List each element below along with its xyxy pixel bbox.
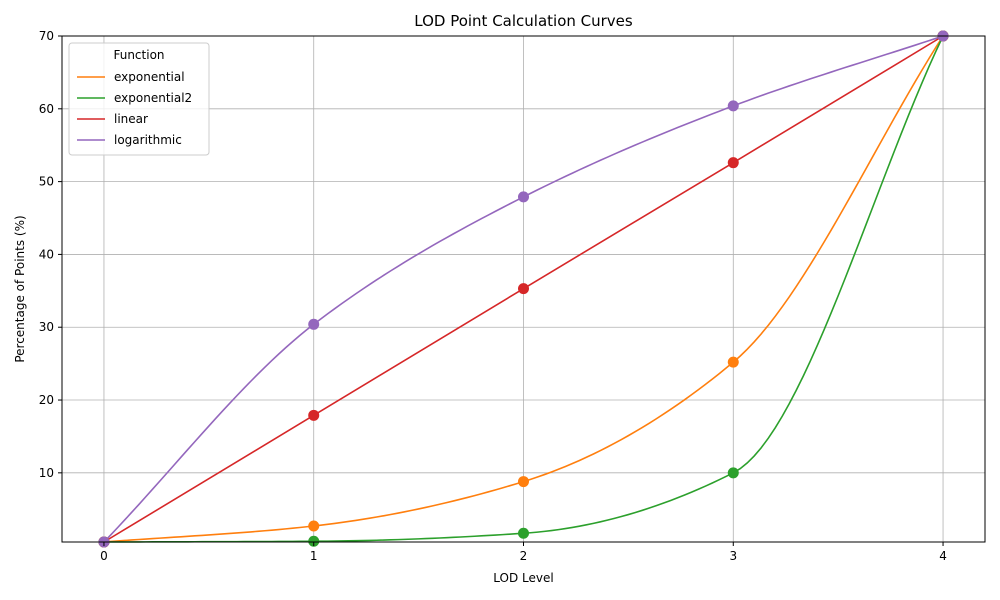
data-point-linear [727, 157, 739, 169]
legend-label: linear [114, 112, 148, 126]
y-tick-label: 30 [39, 320, 54, 334]
x-tick-label: 3 [729, 549, 737, 563]
x-tick-label: 2 [520, 549, 528, 563]
data-point-exponential2 [518, 527, 529, 539]
y-axis-label: Percentage of Points (%) [13, 215, 27, 362]
legend: Function exponential exponential2 linear lo… [68, 42, 210, 156]
data-point-linear [308, 409, 320, 421]
chart-title: LOD Point Calculation Curves [414, 12, 633, 30]
legend-items: exponential exponential2 linear logarithmic [77, 70, 192, 147]
y-tick-label: 70 [39, 29, 54, 43]
data-point-exponential2 [308, 535, 320, 547]
legend-box [68, 42, 210, 156]
x-axis-ticks: 0 1 2 3 4 [100, 542, 947, 563]
x-tick-label: 1 [310, 549, 318, 563]
y-axis-ticks: 10 20 30 40 50 60 70 [39, 29, 62, 480]
data-point-logarithmic [727, 100, 739, 112]
data-point-linear [518, 283, 529, 295]
y-tick-label: 50 [39, 175, 54, 189]
data-point-exponential [727, 356, 739, 368]
legend-label: exponential2 [114, 91, 192, 105]
y-tick-label: 20 [39, 393, 54, 407]
legend-label: exponential [114, 70, 185, 84]
y-tick-label: 60 [39, 102, 54, 116]
data-point-logarithmic [518, 191, 529, 203]
legend-title: Function [113, 48, 164, 62]
x-tick-label: 4 [939, 549, 947, 563]
data-point-exponential [518, 476, 529, 488]
y-tick-label: 10 [39, 466, 54, 480]
data-point-logarithmic [308, 318, 320, 330]
x-tick-label: 0 [100, 549, 108, 563]
data-point-exponential [308, 520, 320, 532]
data-point-exponential2 [727, 467, 739, 479]
legend-label: logarithmic [114, 133, 182, 147]
y-tick-label: 40 [39, 247, 54, 261]
x-axis-label: LOD Level [493, 571, 553, 585]
